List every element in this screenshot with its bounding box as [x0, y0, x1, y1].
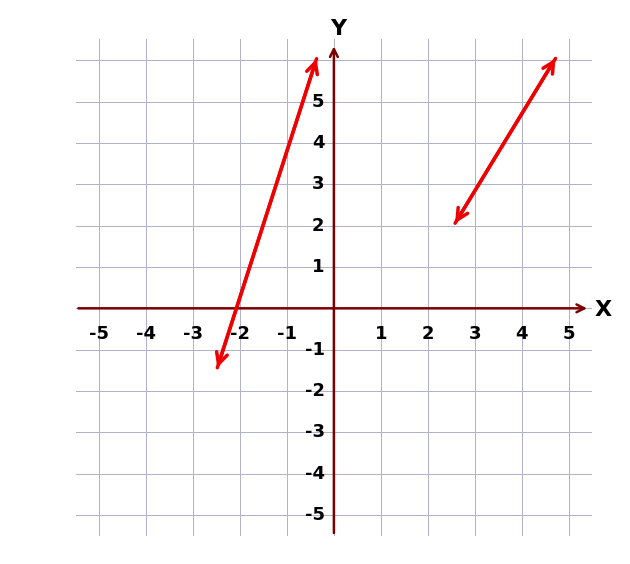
Text: 5: 5 — [563, 325, 575, 343]
Text: 4: 4 — [312, 134, 324, 152]
Text: -1: -1 — [277, 325, 297, 343]
Text: -3: -3 — [183, 325, 203, 343]
Text: 3: 3 — [469, 325, 481, 343]
Text: 1: 1 — [375, 325, 387, 343]
Text: -4: -4 — [136, 325, 156, 343]
Text: 2: 2 — [421, 325, 434, 343]
Text: Y: Y — [331, 20, 346, 39]
Text: -3: -3 — [304, 424, 324, 442]
Text: -5: -5 — [89, 325, 109, 343]
Text: X: X — [595, 301, 612, 320]
Text: 5: 5 — [312, 92, 324, 111]
Text: 2: 2 — [312, 217, 324, 235]
Text: -4: -4 — [304, 465, 324, 483]
Text: -1: -1 — [304, 341, 324, 359]
Text: -5: -5 — [304, 506, 324, 524]
Text: -2: -2 — [230, 325, 250, 343]
Text: 1: 1 — [312, 258, 324, 276]
Text: -2: -2 — [304, 382, 324, 400]
Text: 4: 4 — [515, 325, 528, 343]
Text: 3: 3 — [312, 175, 324, 193]
